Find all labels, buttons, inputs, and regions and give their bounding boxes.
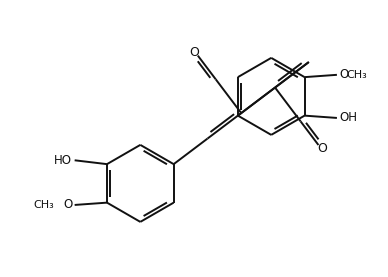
Text: CH₃: CH₃ xyxy=(346,70,367,80)
Text: HO: HO xyxy=(54,154,72,167)
Text: O: O xyxy=(339,68,348,81)
Text: OH: OH xyxy=(339,111,357,124)
Text: O: O xyxy=(63,198,72,211)
Text: O: O xyxy=(189,46,199,59)
Text: CH₃: CH₃ xyxy=(33,200,54,210)
Text: O: O xyxy=(317,142,327,155)
